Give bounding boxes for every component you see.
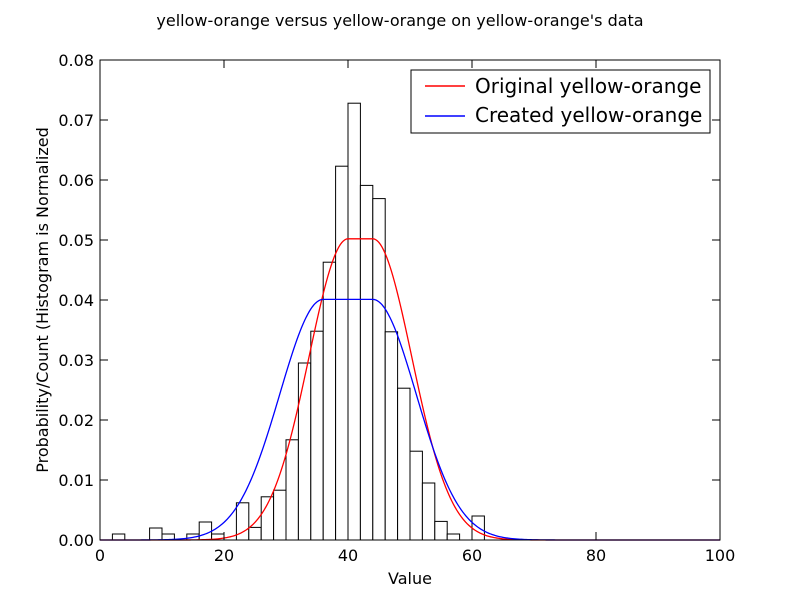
y-tick-label: 0.02 bbox=[58, 411, 94, 430]
histogram-bar bbox=[297, 362, 312, 541]
legend-label-created: Created yellow-orange bbox=[475, 103, 702, 127]
legend-box bbox=[410, 69, 711, 134]
histogram-bar bbox=[446, 533, 461, 541]
histogram-bar bbox=[198, 521, 213, 541]
histogram-bar bbox=[285, 439, 299, 541]
histogram-bar bbox=[310, 330, 324, 541]
histogram-bar bbox=[434, 520, 448, 541]
x-axis-label: Value bbox=[388, 569, 432, 588]
histogram-bar bbox=[397, 387, 411, 541]
y-tick-label: 0.01 bbox=[58, 471, 94, 490]
x-tick-label: 60 bbox=[462, 546, 482, 565]
legend-label-original: Original yellow-orange bbox=[475, 74, 701, 98]
chart-title: yellow-orange versus yellow-orange on ye… bbox=[156, 11, 643, 30]
histogram-bars bbox=[111, 102, 485, 541]
histogram-bar bbox=[335, 165, 349, 541]
x-tick-label: 80 bbox=[586, 546, 606, 565]
y-tick-label: 0.00 bbox=[58, 531, 94, 550]
x-tick-label: 100 bbox=[705, 546, 736, 565]
y-tick-label: 0.04 bbox=[58, 291, 94, 310]
y-tick-label: 0.03 bbox=[58, 351, 94, 370]
x-tick-label: 20 bbox=[214, 546, 234, 565]
histogram-bar bbox=[273, 489, 287, 541]
histogram-bar bbox=[421, 482, 436, 541]
histogram-bar bbox=[409, 450, 423, 541]
histogram-bar bbox=[111, 533, 126, 541]
y-tick-label: 0.08 bbox=[58, 51, 94, 70]
y-tick-label: 0.06 bbox=[58, 171, 94, 190]
histogram-bar bbox=[248, 526, 262, 541]
y-tick-label: 0.07 bbox=[58, 111, 94, 130]
y-tick-label: 0.05 bbox=[58, 231, 94, 250]
x-axis: 0 20 40 60 80 100 bbox=[95, 60, 735, 565]
y-axis-label: Probability/Count (Histogram is Normaliz… bbox=[33, 127, 52, 473]
legend: Original yellow-orange Created yellow-or… bbox=[410, 69, 711, 134]
histogram-bar bbox=[384, 331, 399, 541]
histogram-bar bbox=[322, 261, 337, 541]
x-tick-label: 40 bbox=[338, 546, 358, 565]
histogram-bar bbox=[347, 102, 361, 541]
x-tick-label: 0 bbox=[95, 546, 105, 565]
histogram-bar bbox=[149, 527, 163, 541]
y-axis: 0.00 0.01 0.02 0.03 0.04 0.05 0.06 0.07 0.08 bbox=[58, 51, 720, 550]
